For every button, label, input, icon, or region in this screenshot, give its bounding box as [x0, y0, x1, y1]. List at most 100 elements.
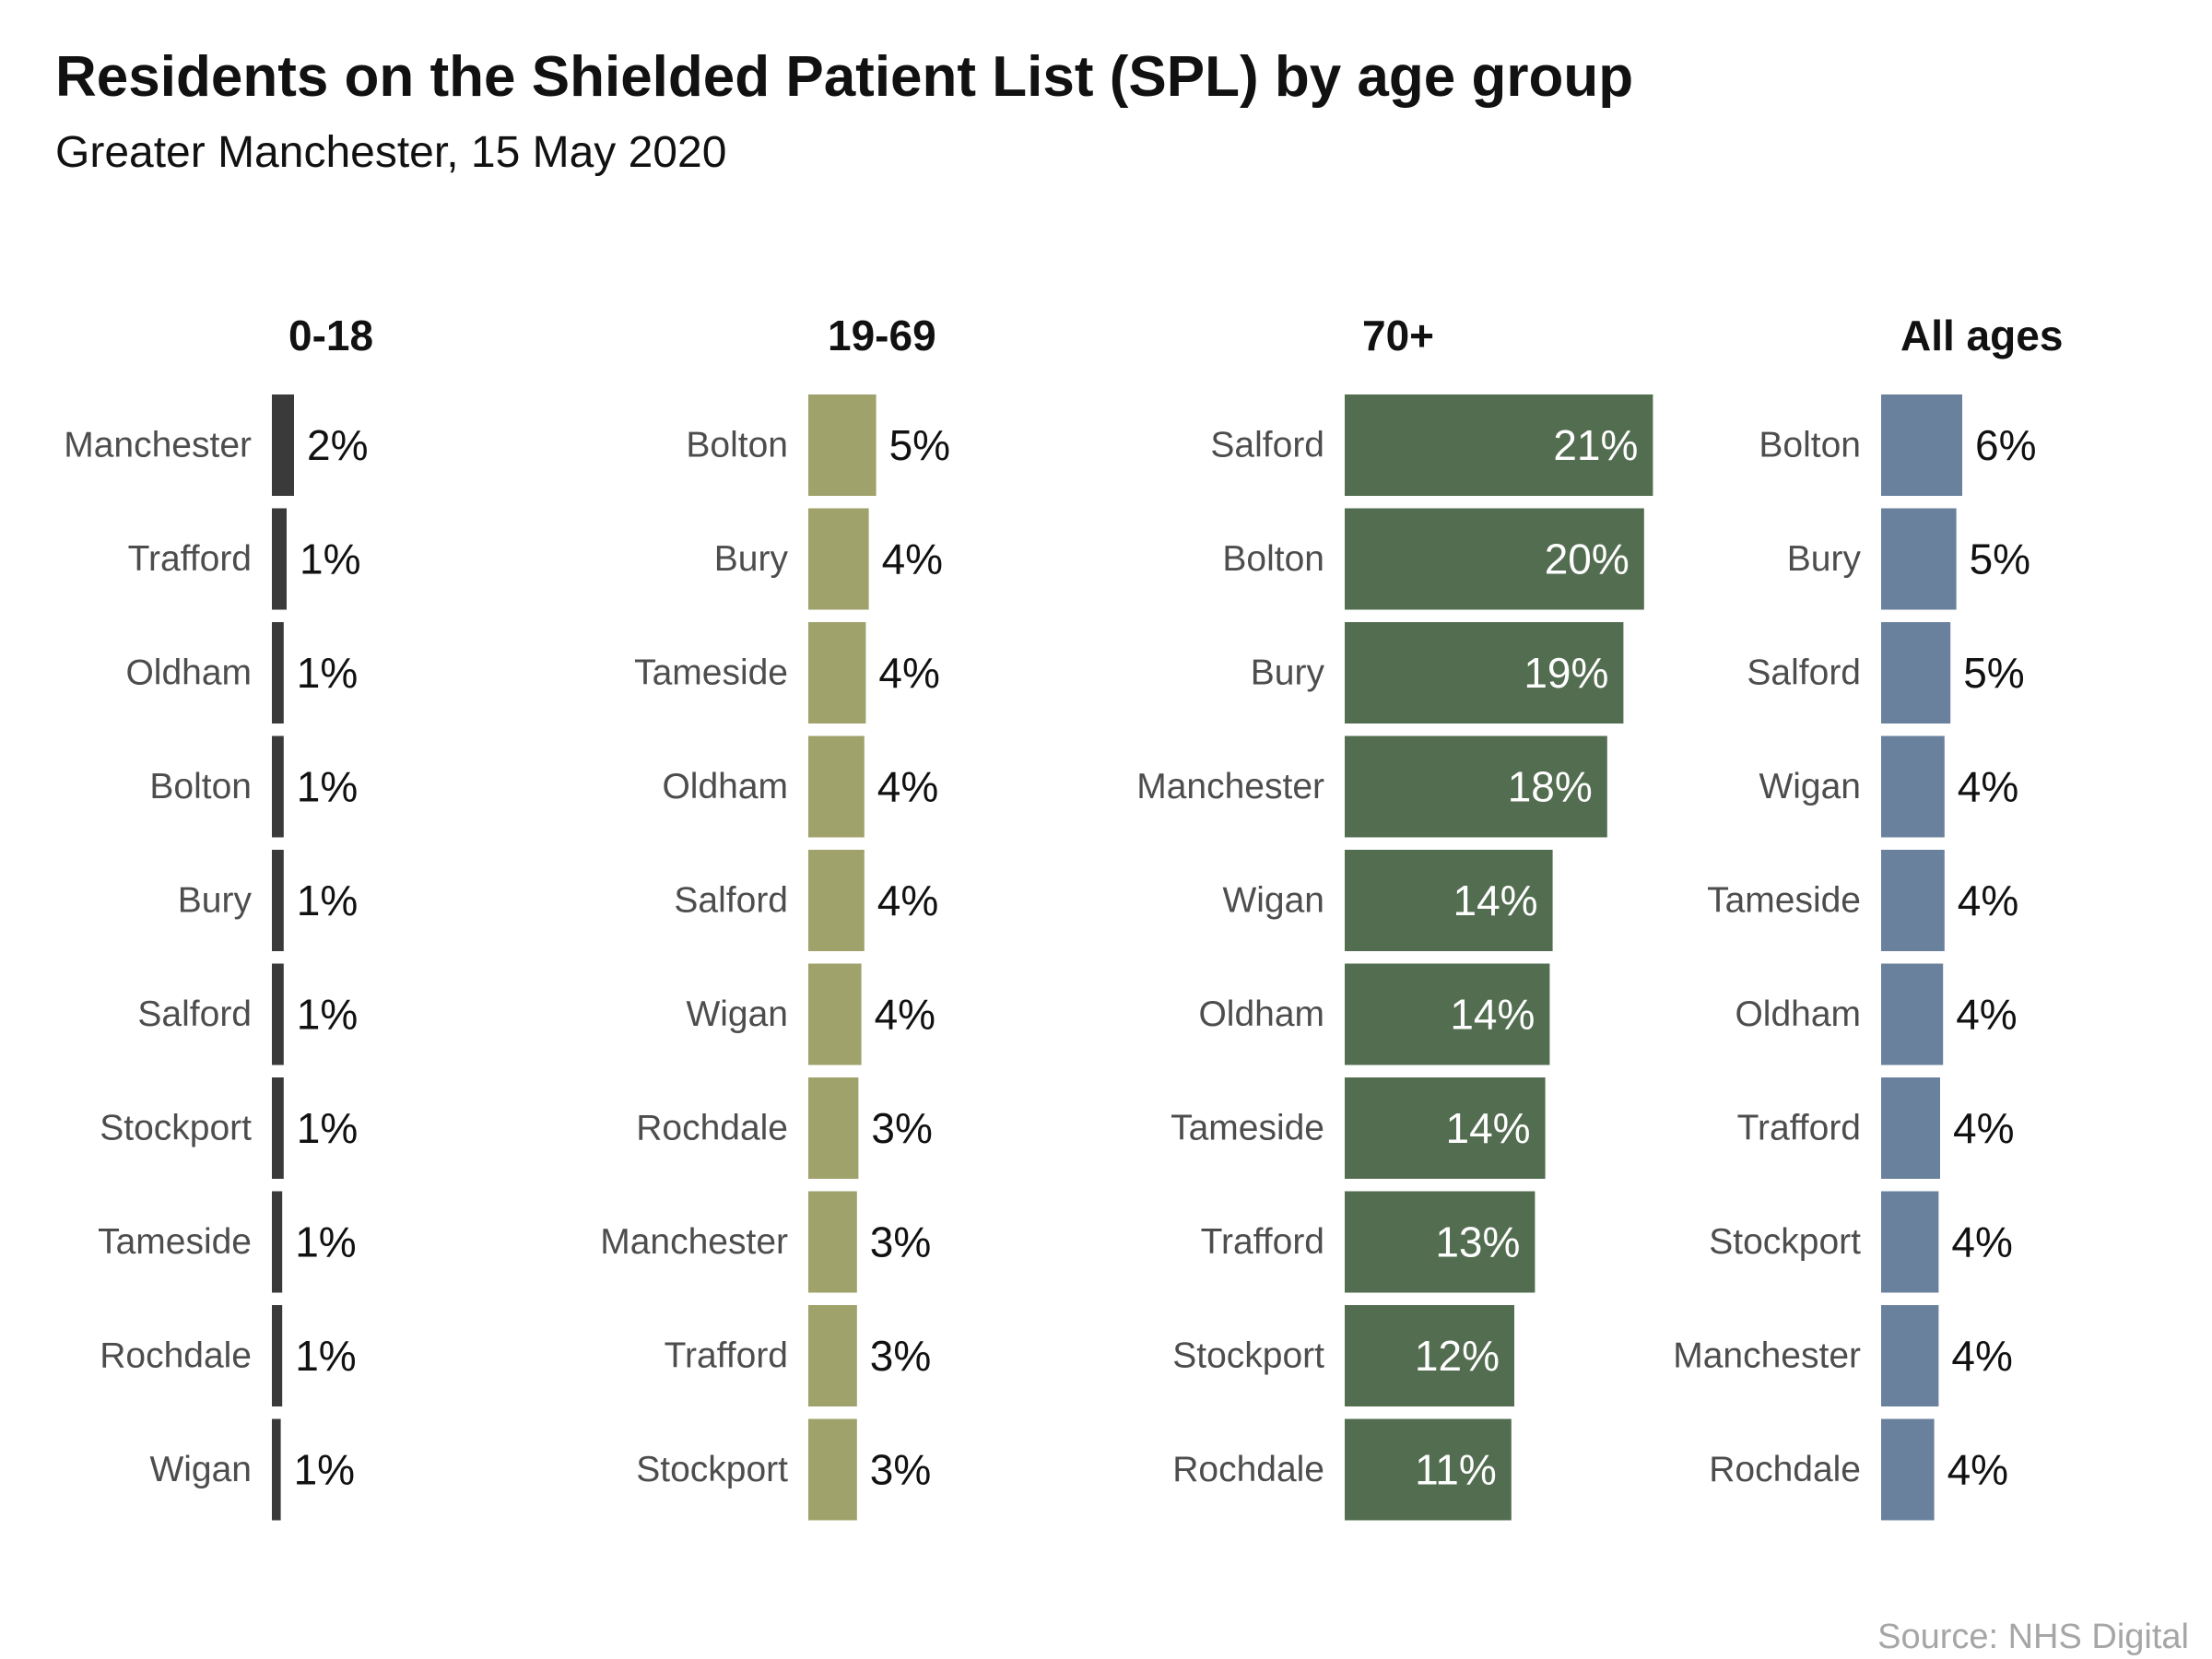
bar — [1345, 963, 1550, 1065]
data-label: 13% — [1435, 1218, 1520, 1266]
bar — [272, 1077, 284, 1179]
category-label: Manchester — [1136, 767, 1324, 806]
bar — [1345, 735, 1607, 838]
data-label: 4% — [878, 649, 939, 697]
category-label: Stockport — [636, 1450, 788, 1489]
bar — [808, 1305, 857, 1406]
bar — [808, 850, 865, 951]
category-label: Bury — [714, 539, 789, 579]
category-label: Stockport — [1172, 1336, 1324, 1376]
category-label: Bury — [1787, 539, 1862, 579]
category-label: Bolton — [1222, 539, 1324, 579]
data-label: 1% — [294, 1446, 355, 1494]
bar — [1881, 622, 1951, 724]
category-label: Wigan — [686, 994, 788, 1034]
data-label: 1% — [295, 1332, 356, 1380]
bar — [1881, 1191, 1939, 1293]
category-label: Stockport — [1709, 1222, 1861, 1262]
category-label: Wigan — [1759, 767, 1861, 806]
category-label: Salford — [1210, 426, 1324, 465]
panel-2: 19-69 Bolton 5% Bury 4% Tameside 4% Oldham 4% Sal… — [600, 312, 950, 1521]
bar — [272, 508, 287, 610]
bar — [272, 1191, 283, 1293]
category-label: Bury — [1251, 653, 1325, 693]
panel-3: 70+ Salford 21% Bolton 20% Bury 19% Manchester 1… — [1136, 312, 1653, 1521]
panel-title: All ages — [1900, 312, 2063, 359]
category-label: Manchester — [600, 1222, 788, 1262]
category-label: Bury — [178, 881, 253, 921]
data-label: 5% — [1963, 649, 2024, 697]
data-label: 14% — [1450, 991, 1535, 1039]
bar — [272, 963, 284, 1065]
bar — [808, 963, 862, 1065]
data-label: 4% — [1953, 1104, 2014, 1152]
category-label: Wigan — [149, 1450, 252, 1489]
data-label: 5% — [889, 421, 950, 469]
data-label: 6% — [1975, 421, 2036, 469]
category-label: Salford — [1747, 653, 1861, 693]
bar — [1345, 508, 1644, 610]
category-label: Salford — [674, 881, 788, 921]
data-label: 1% — [297, 649, 358, 697]
category-label: Bolton — [149, 767, 252, 806]
category-label: Oldham — [662, 767, 788, 806]
data-label: 14% — [1453, 877, 1538, 924]
bar — [808, 1418, 857, 1521]
category-label: Oldham — [1198, 994, 1324, 1034]
category-label: Trafford — [1737, 1109, 1861, 1148]
data-label: 3% — [870, 1332, 931, 1380]
data-label: 4% — [875, 991, 935, 1039]
bar — [1345, 1077, 1546, 1179]
data-label: 14% — [1446, 1104, 1531, 1152]
category-label: Rochdale — [636, 1109, 788, 1148]
category-label: Rochdale — [1172, 1450, 1324, 1489]
bar — [1345, 1305, 1514, 1406]
panel-title: 19-69 — [828, 312, 936, 359]
category-label: Bolton — [1759, 426, 1861, 465]
data-label: 12% — [1415, 1332, 1500, 1380]
bar — [1881, 1305, 1939, 1406]
data-label: 1% — [297, 877, 358, 924]
panel-title: 70+ — [1362, 312, 1434, 359]
data-label: 18% — [1508, 763, 1593, 811]
bar — [1345, 1191, 1535, 1293]
chart-title: Residents on the Shielded Patient List (… — [55, 45, 1634, 109]
panel-4: All ages Bolton 6% Bury 5% Salford 5% Wigan 4% Ta… — [1673, 312, 2063, 1521]
category-label: Stockport — [100, 1109, 252, 1148]
data-label: 4% — [877, 763, 938, 811]
bar — [808, 735, 865, 838]
data-label: 4% — [1958, 763, 2018, 811]
bar — [272, 735, 284, 838]
bar — [1881, 963, 1944, 1065]
bar — [808, 622, 866, 724]
bar — [808, 508, 869, 610]
bar — [1881, 1077, 1940, 1179]
data-label: 4% — [1951, 1218, 2012, 1266]
data-label: 19% — [1524, 649, 1608, 697]
data-label: 3% — [870, 1446, 931, 1494]
bar — [272, 394, 294, 496]
data-label: 11% — [1415, 1446, 1497, 1494]
bar — [1345, 622, 1624, 724]
category-label: Trafford — [665, 1336, 788, 1376]
chart-subtitle: Greater Manchester, 15 May 2020 — [55, 128, 727, 177]
bar — [1881, 735, 1945, 838]
bar — [1881, 1418, 1935, 1521]
bar — [272, 622, 284, 724]
category-label: Tameside — [1707, 881, 1861, 921]
data-label: 1% — [297, 1104, 358, 1152]
data-label: 2% — [307, 421, 368, 469]
bar — [808, 1191, 857, 1293]
data-label: 4% — [1951, 1332, 2012, 1380]
data-label: 4% — [1947, 1446, 2008, 1494]
bar — [808, 1077, 859, 1179]
bar — [272, 1418, 281, 1521]
data-label: 1% — [297, 991, 358, 1039]
bar — [1881, 394, 1962, 496]
data-label: 21% — [1553, 421, 1638, 469]
category-label: Oldham — [1735, 994, 1861, 1034]
bar — [272, 850, 284, 951]
data-label: 1% — [297, 763, 358, 811]
bar — [1345, 394, 1653, 496]
